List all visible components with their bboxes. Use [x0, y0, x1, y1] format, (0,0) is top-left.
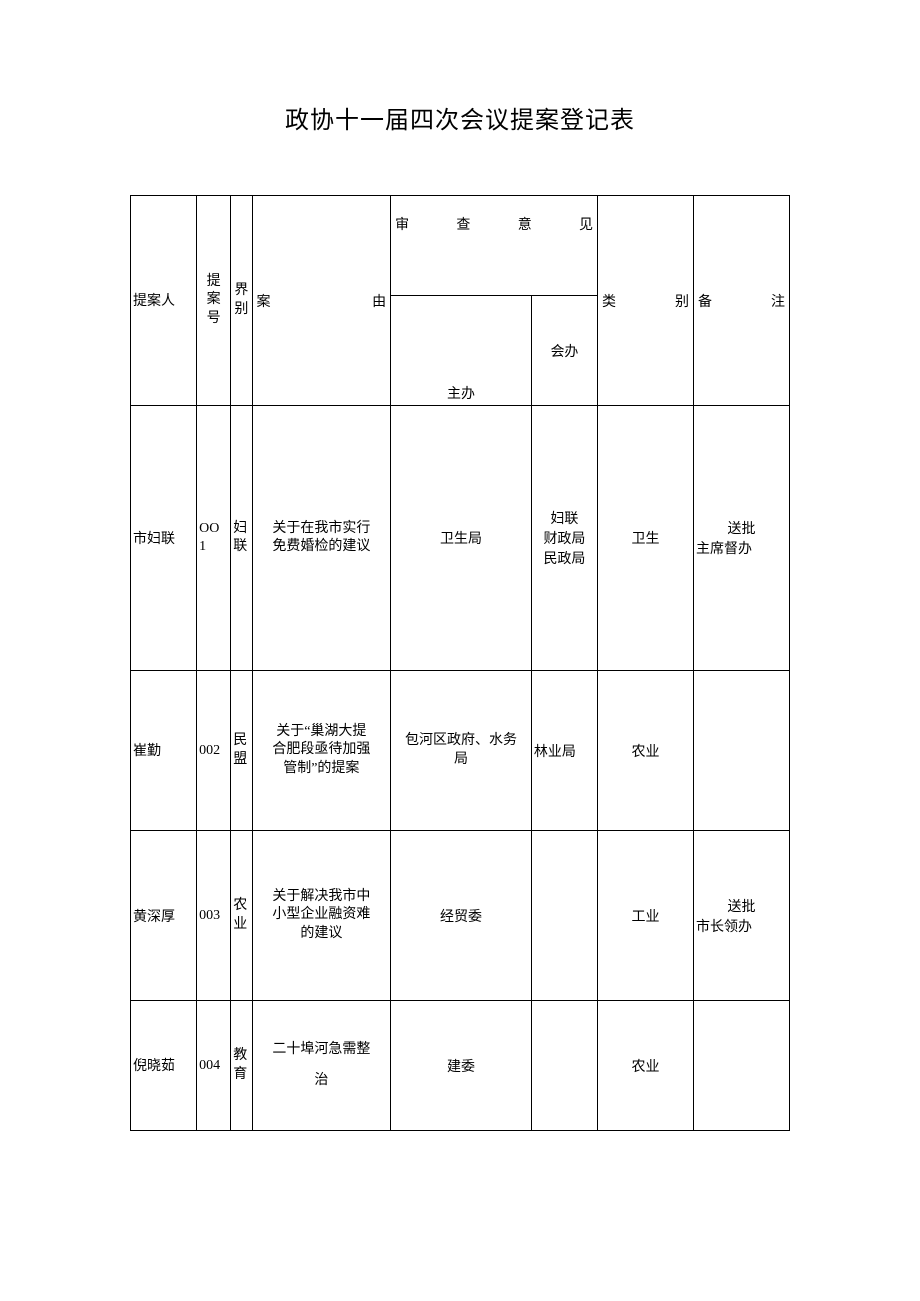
- cell-proposer: 倪晓茹: [131, 1001, 197, 1131]
- header-category: 类 别: [598, 196, 694, 406]
- cell-sector: 妇 联: [231, 406, 252, 671]
- cell-remark: [693, 1001, 789, 1131]
- cell-category: 农业: [598, 671, 694, 831]
- table-row: 黄深厚 003 农 业 关于解决我市中 小型企业融资难 的建议 经贸委 工业 送…: [131, 831, 790, 1001]
- cell-number: 004: [197, 1001, 231, 1131]
- cell-proposer: 黄深厚: [131, 831, 197, 1001]
- table-header-row-1: 提案人 提 案 号 界 别 案 由 审 查 意: [131, 196, 790, 296]
- header-host: 主办: [391, 296, 532, 406]
- header-remark: 备 注: [693, 196, 789, 406]
- header-reason: 案 由: [252, 196, 391, 406]
- cell-assist: 林业局: [531, 671, 597, 831]
- cell-number: 003: [197, 831, 231, 1001]
- cell-assist: [531, 831, 597, 1001]
- proposal-table: 提案人 提 案 号 界 别 案 由 审 查 意: [130, 195, 790, 1131]
- cell-host: 包河区政府、水务 局: [391, 671, 532, 831]
- cell-host: 卫生局: [391, 406, 532, 671]
- header-proposer: 提案人: [131, 196, 197, 406]
- cell-sector: 农 业: [231, 831, 252, 1001]
- cell-reason: 关于在我市实行 免费婚检的建议: [252, 406, 391, 671]
- cell-proposer: 崔勤: [131, 671, 197, 831]
- cell-remark: 送批 主席督办: [693, 406, 789, 671]
- cell-assist: 妇联 财政局 民政局: [531, 406, 597, 671]
- cell-remark: 送批 市长领办: [693, 831, 789, 1001]
- cell-host: 经贸委: [391, 831, 532, 1001]
- cell-category: 工业: [598, 831, 694, 1001]
- table-row: 市妇联 OO 1 妇 联 关于在我市实行 免费婚检的建议 卫生局 妇联 财政局: [131, 406, 790, 671]
- header-review: 审 查 意 见: [391, 196, 598, 296]
- header-sector: 界 别: [231, 196, 252, 406]
- header-number: 提 案 号: [197, 196, 231, 406]
- cell-reason: 关于解决我市中 小型企业融资难 的建议: [252, 831, 391, 1001]
- page-title: 政协十一届四次会议提案登记表: [130, 100, 790, 135]
- cell-number: 002: [197, 671, 231, 831]
- cell-number: OO 1: [197, 406, 231, 671]
- cell-category: 农业: [598, 1001, 694, 1131]
- header-assist: 会办: [531, 296, 597, 406]
- table-row: 崔勤 002 民 盟 关于“巢湖大提 合肥段亟待加强 管制”的提案 包河区政府、…: [131, 671, 790, 831]
- cell-reason: 关于“巢湖大提 合肥段亟待加强 管制”的提案: [252, 671, 391, 831]
- table-row: 倪晓茹 004 教 育 二十埠河急需整 治 建委 农业: [131, 1001, 790, 1131]
- cell-host: 建委: [391, 1001, 532, 1131]
- cell-category: 卫生: [598, 406, 694, 671]
- cell-sector: 民 盟: [231, 671, 252, 831]
- cell-sector: 教 育: [231, 1001, 252, 1131]
- cell-remark: [693, 671, 789, 831]
- cell-proposer: 市妇联: [131, 406, 197, 671]
- cell-assist: [531, 1001, 597, 1131]
- cell-reason: 二十埠河急需整 治: [252, 1001, 391, 1131]
